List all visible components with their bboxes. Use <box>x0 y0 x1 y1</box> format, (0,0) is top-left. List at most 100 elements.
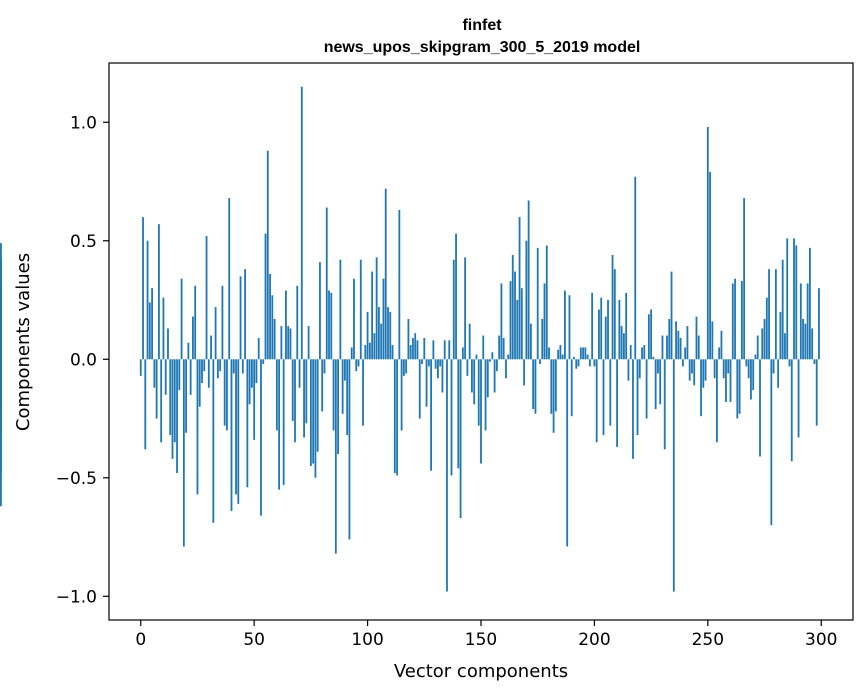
bar-208 <box>611 254 614 360</box>
bar-244 <box>693 359 696 386</box>
bar-273 <box>759 359 761 457</box>
bar-18 <box>180 278 183 360</box>
bar-218 <box>634 176 637 360</box>
bar-73 <box>305 359 308 424</box>
bar-128 <box>430 359 432 471</box>
bar-93 <box>350 347 353 360</box>
bar-17 <box>178 359 181 391</box>
bar-34 <box>216 359 219 379</box>
bar-211 <box>618 300 621 360</box>
bar-243 <box>691 359 693 374</box>
bar-41 <box>232 359 235 374</box>
bar-120 <box>412 337 414 360</box>
bar-195 <box>582 347 584 360</box>
bar-4 <box>148 302 151 360</box>
bar-47 <box>246 359 249 488</box>
bar-279 <box>772 359 775 374</box>
bar-241 <box>686 326 689 360</box>
bar-185 <box>559 345 562 360</box>
bar-204 <box>602 359 605 436</box>
y-tick-label: 0.5 <box>70 232 97 252</box>
bar-54 <box>262 359 265 365</box>
bar-124 <box>421 359 423 365</box>
bar-109 <box>387 307 389 360</box>
bar-223 <box>645 359 648 419</box>
bar-228 <box>657 359 659 374</box>
x-tick-label: 150 <box>465 630 497 650</box>
bar-264 <box>738 359 741 414</box>
bar-23 <box>192 316 194 360</box>
bar-138 <box>452 259 455 360</box>
bar-42 <box>235 359 237 495</box>
bar-90 <box>344 359 346 381</box>
bar-254 <box>716 359 718 443</box>
bar-0 <box>139 359 142 376</box>
bar-89 <box>341 359 344 414</box>
bar-162 <box>507 354 510 360</box>
bar-81 <box>323 359 326 374</box>
bar-134 <box>443 340 446 360</box>
bar-164 <box>511 254 514 360</box>
bar-1 <box>142 217 144 360</box>
x-tick-label: 300 <box>805 630 837 650</box>
bar-258 <box>725 359 727 402</box>
bar-294 <box>806 283 809 360</box>
y-axis-ticks: −1.0 −0.5 0.0 0.5 1.0 <box>56 113 109 607</box>
bar-168 <box>520 288 523 360</box>
bar-163 <box>509 281 512 360</box>
bar-43 <box>237 359 240 504</box>
bar-97 <box>359 259 362 360</box>
x-tick-label: 50 <box>243 630 265 650</box>
x-tick-label: 250 <box>692 630 724 650</box>
bar-169 <box>523 359 525 386</box>
bar-117 <box>405 359 408 374</box>
bar-249 <box>704 359 707 381</box>
bar-101 <box>368 342 371 360</box>
bar-257 <box>722 359 725 379</box>
bar-293 <box>804 323 807 360</box>
bar-182 <box>552 359 555 433</box>
bar-285 <box>786 238 789 360</box>
bar-7 <box>155 359 158 419</box>
bar-33 <box>214 307 217 360</box>
chart-title: finfet <box>462 17 502 34</box>
bar-190 <box>570 359 573 417</box>
bar-110 <box>389 311 392 360</box>
bar-210 <box>616 359 618 447</box>
bar-203 <box>600 297 603 360</box>
bar-121 <box>414 333 417 360</box>
bar-277 <box>768 269 770 360</box>
bar-232 <box>666 335 668 360</box>
bar-193 <box>577 359 580 367</box>
bar-295 <box>809 247 811 360</box>
bar-283 <box>781 259 784 360</box>
bar-296 <box>811 328 814 360</box>
bar-undefined <box>0 359 2 507</box>
bar-38 <box>226 359 228 431</box>
bar-216 <box>629 345 632 360</box>
bar-246 <box>697 335 700 360</box>
bar-179 <box>545 245 548 360</box>
bar-76 <box>312 359 315 464</box>
bar-174 <box>534 359 537 414</box>
bar-92 <box>348 359 351 540</box>
bar-269 <box>750 359 752 400</box>
bar-202 <box>598 309 600 360</box>
bar-74 <box>307 326 310 360</box>
bar-68 <box>294 359 296 443</box>
x-tick-label: 100 <box>351 630 383 650</box>
bar-61 <box>278 359 281 490</box>
bar-271 <box>754 354 757 360</box>
bar-237 <box>677 330 680 360</box>
bar-13 <box>169 359 172 436</box>
x-axis-label: Vector components <box>394 661 568 682</box>
bar-156 <box>493 359 496 393</box>
bar-221 <box>641 347 643 360</box>
bar-290 <box>797 359 800 438</box>
bar-253 <box>713 359 716 379</box>
bar-69 <box>296 285 299 360</box>
bar-147 <box>473 359 476 405</box>
bar-247 <box>700 359 702 417</box>
bar-26 <box>198 359 201 407</box>
x-tick-label: 200 <box>578 630 610 650</box>
